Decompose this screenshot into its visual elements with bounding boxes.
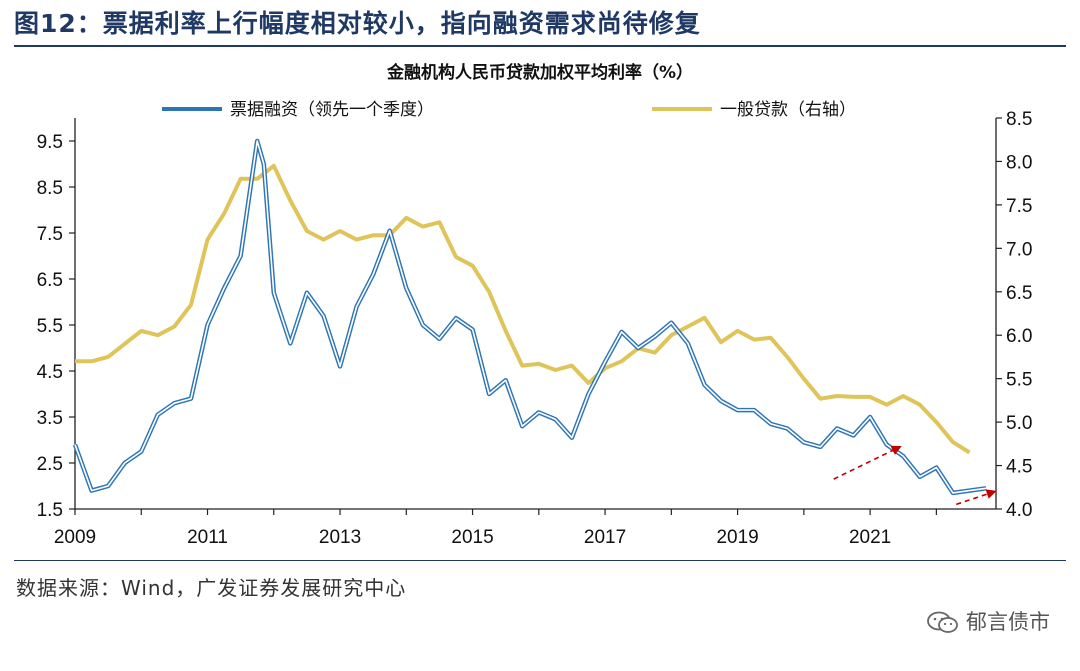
left-tick-label: 6.5 [37, 270, 63, 291]
figure-title: 图12：票据利率上行幅度相对较小，指向融资需求尚待修复 [14, 9, 701, 38]
title-divider [14, 45, 1066, 47]
x-tick-label: 2013 [319, 527, 361, 548]
x-tick-label: 2017 [584, 527, 626, 548]
chart-axes: 1.5 2.5 3.5 4.5 5.5 6.5 7.5 8.5 9.5 4.0 4.5 5.0 5.5 6… [37, 109, 1033, 548]
legend-label-bill: 票据融资（领先一个季度） [230, 100, 434, 120]
right-tick-label: 4.5 [1006, 457, 1032, 478]
watermark-label: 郁言债市 [966, 610, 1050, 634]
left-tick-label: 3.5 [37, 408, 63, 429]
source-divider [14, 560, 1066, 561]
right-tick-label: 5.0 [1006, 413, 1032, 434]
wechat-icon [927, 611, 958, 633]
chart-legend: 票据融资（领先一个季度） 一般贷款（右轴） [162, 100, 856, 120]
right-tick-label: 8.0 [1006, 152, 1032, 173]
left-tick-label: 8.5 [37, 178, 63, 199]
left-tick-label: 4.5 [37, 362, 63, 383]
chart-title: 金融机构人民币贷款加权平均利率（%） [386, 62, 693, 83]
right-tick-label: 7.0 [1006, 239, 1032, 260]
x-tick-label: 2011 [187, 527, 228, 548]
right-tick-label: 5.5 [1006, 370, 1032, 391]
line-chart: 金融机构人民币贷款加权平均利率（%） 票据融资（领先一个季度） 一般贷款（右轴）… [37, 62, 1033, 548]
series-line-loan [75, 163, 971, 455]
left-tick-label: 5.5 [37, 316, 63, 337]
x-tick-label: 2009 [54, 527, 96, 548]
trend-arrow [833, 445, 902, 480]
left-tick-label: 9.5 [37, 132, 63, 153]
right-tick-label: 6.5 [1006, 283, 1032, 304]
x-tick-label: 2021 [849, 527, 891, 548]
x-tick-label: 2019 [716, 527, 758, 548]
legend-label-loan: 一般贷款（右轴） [720, 100, 856, 120]
series-line-bill-core [74, 140, 987, 494]
right-tick-label: 6.0 [1006, 326, 1032, 347]
right-tick-label: 4.0 [1006, 500, 1032, 521]
right-tick-label: 7.5 [1006, 196, 1032, 217]
left-tick-label: 7.5 [37, 224, 63, 245]
chart-series [72, 138, 987, 496]
left-tick-label: 1.5 [37, 500, 63, 521]
watermark: 郁言债市 [926, 606, 1050, 636]
left-tick-label: 2.5 [37, 454, 63, 475]
x-tick-label: 2015 [451, 527, 493, 548]
source-note: 数据来源：Wind，广发证券发展研究中心 [16, 576, 407, 600]
trend-arrow [955, 489, 997, 506]
right-tick-label: 8.5 [1006, 109, 1032, 130]
chart-annotations [833, 445, 997, 506]
